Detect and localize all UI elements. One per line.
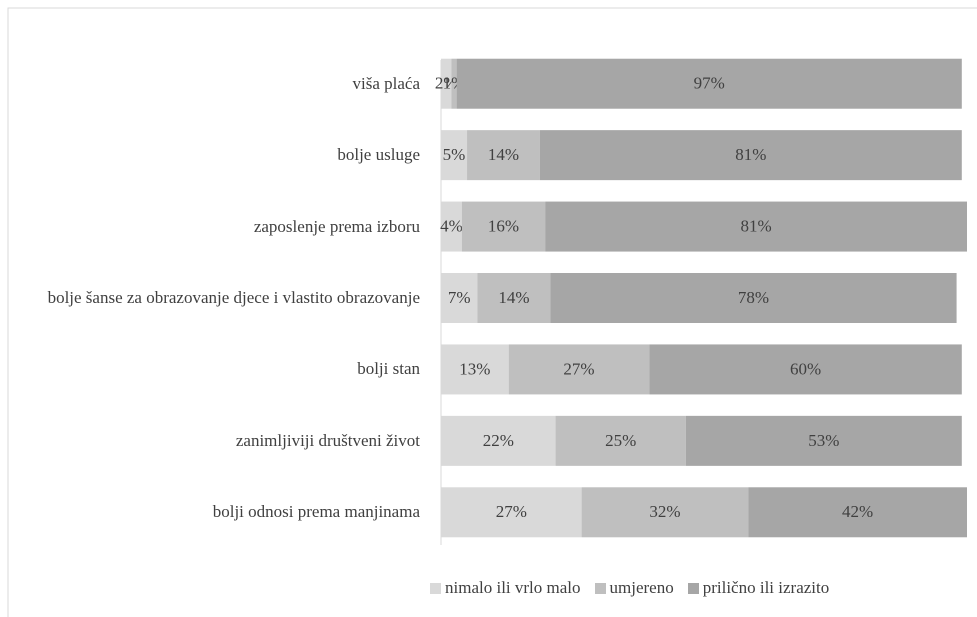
legend-item: prilično ili izrazito [687,578,830,598]
legend: nimalo ili vrlo malo umjereno prilično ili… [430,578,829,598]
bar-segment [685,415,962,466]
category-label: bolji odnosi prema manjinama [212,502,420,522]
data-label: 14% [498,288,529,307]
bar-segment [477,273,551,323]
bar-segment [441,344,509,395]
bar-segment [508,344,650,395]
bar-segment [539,130,962,181]
bar-segment [467,130,540,181]
category-label: bolje šanse za obrazovanje djece i vlast… [47,288,420,307]
bar-segment [441,487,582,538]
data-label: 81% [735,145,766,164]
data-label: 16% [488,216,519,235]
bar-segment [451,58,457,109]
bar-segment [456,58,962,109]
bar-segment [441,415,556,466]
category-label: zaposlenje prema izboru [253,216,420,236]
data-label: 27% [496,502,527,521]
bar-segment [649,344,962,395]
category-label: bolje usluge [337,145,420,165]
legend-label: nimalo ili vrlo malo [445,578,581,597]
bar-segment [550,273,957,323]
legend-swatch [430,582,441,594]
data-label: 25% [605,431,636,450]
data-label: 81% [740,216,771,235]
legend-swatch [594,582,606,594]
bar-segment [441,58,452,109]
data-label: 78% [738,288,769,307]
data-label: 42% [842,502,873,521]
bar-segment [441,130,468,181]
data-label: 13% [459,359,490,378]
bar-segment [545,201,967,252]
data-label: 14% [488,145,519,164]
data-label: 27% [563,359,594,378]
legend-item: nimalo ili vrlo malo [430,578,581,598]
bar-segment [748,487,967,538]
category-label: viša plaća [352,73,421,93]
bar-segment [555,415,686,466]
legend-item: umjereno [594,578,674,598]
data-label: 97% [694,74,725,93]
chart-border [7,7,977,617]
category-label: bolji stan [357,359,420,379]
category-label: zanimljiviji društveni život [235,430,420,450]
data-label: 32% [649,502,680,521]
legend-swatch [687,582,699,594]
bar-segment [441,201,462,252]
bar-segment [581,487,749,538]
data-label: 5% [443,145,466,164]
bar-segment [461,201,546,252]
legend-label: umjereno [609,578,674,597]
legend-label: prilično ili izrazito [702,578,830,597]
bar-segment [441,273,478,323]
data-label: 4% [440,216,463,235]
data-label: 60% [790,359,821,378]
data-label: 7% [448,288,471,307]
data-label: 22% [483,431,514,450]
data-label: 53% [808,431,839,450]
